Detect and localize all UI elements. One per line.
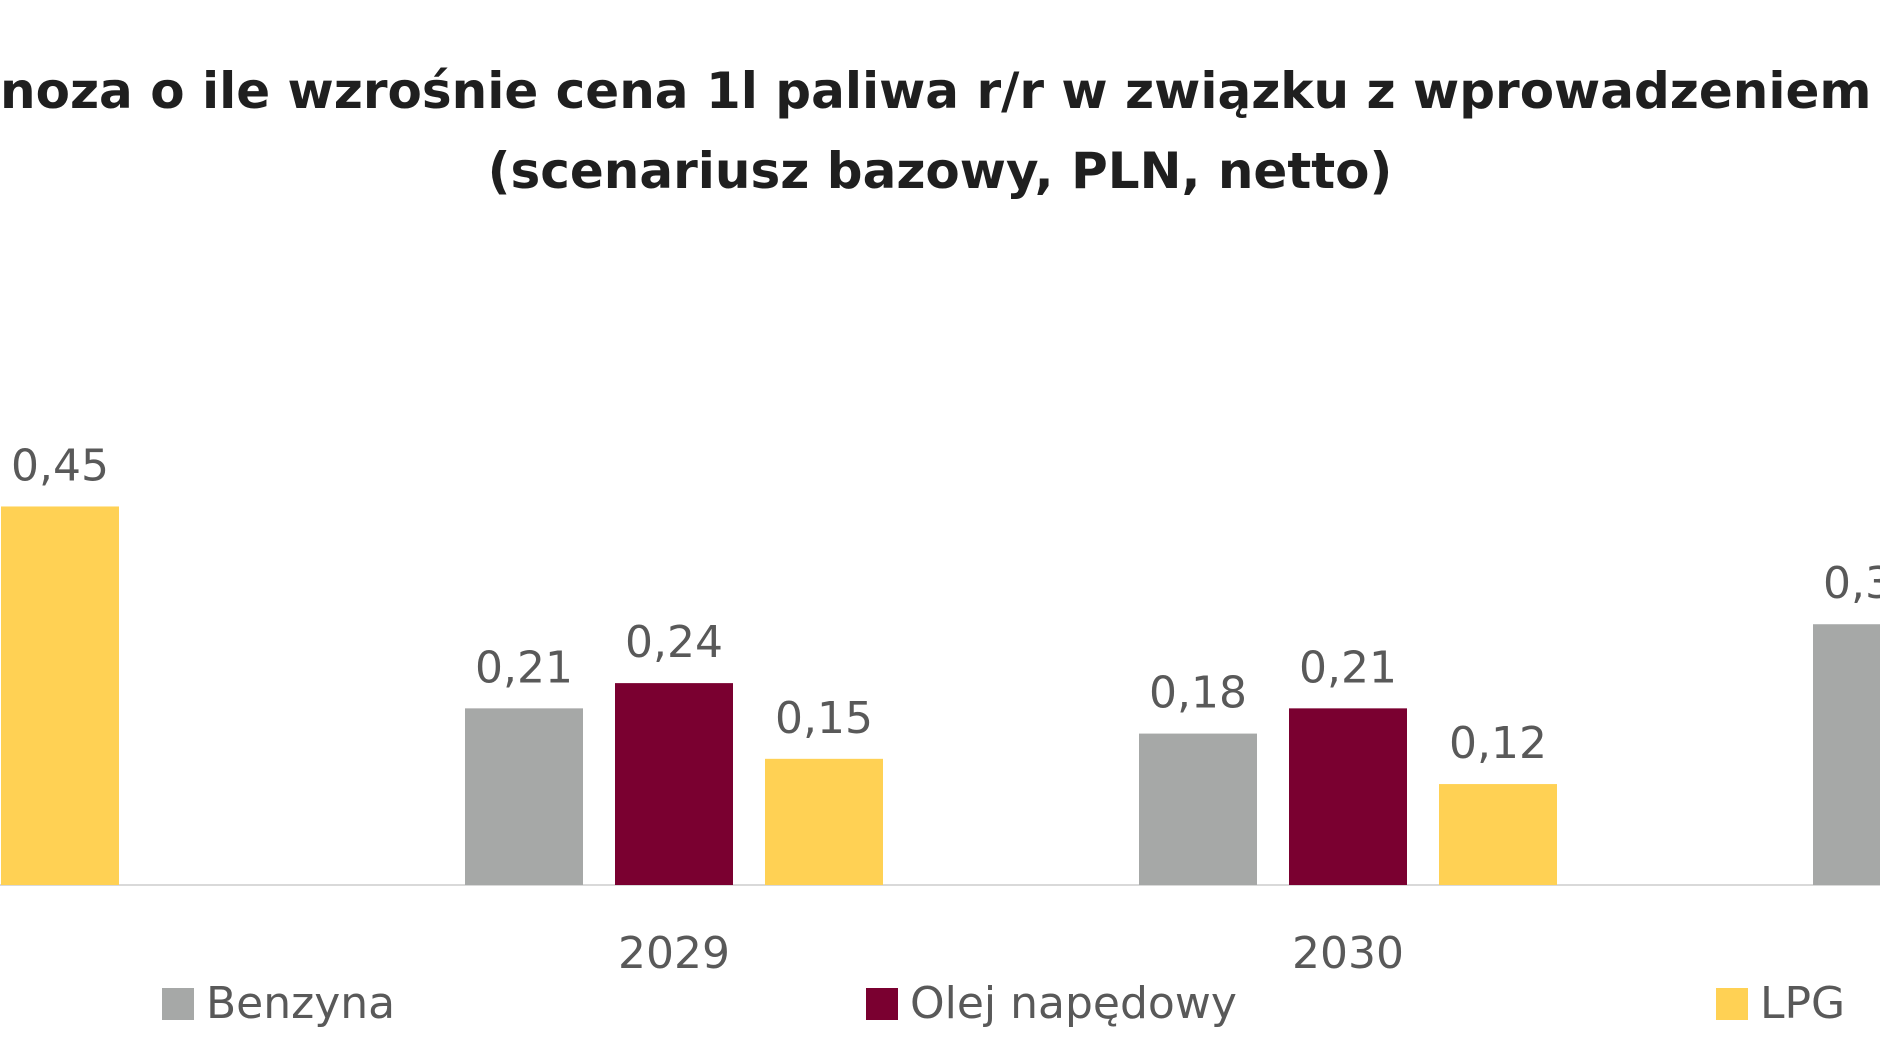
legend-swatch-olej-napedowy xyxy=(866,987,898,1020)
data-label: 0,15 xyxy=(775,693,873,744)
category-label: 2029 xyxy=(618,928,730,979)
legend-swatch-benzyna xyxy=(162,987,194,1020)
bar xyxy=(1813,624,1880,885)
bars-group xyxy=(1,506,1880,885)
bar xyxy=(1289,708,1407,885)
category-labels-group: 2820292030 xyxy=(618,928,1404,979)
legend-item-benzyna: Benzyna xyxy=(162,978,395,1029)
data-label: 0,31 xyxy=(1823,558,1880,609)
data-label: 0,21 xyxy=(475,642,573,693)
value-labels-group: 750,450,210,240,150,180,210,120,31 xyxy=(11,440,1880,769)
category-label: 2030 xyxy=(1292,928,1404,979)
legend-swatch-lpg xyxy=(1716,987,1748,1020)
legend-label-lpg: LPG xyxy=(1760,978,1846,1029)
data-label: 0,21 xyxy=(1299,642,1397,693)
bar xyxy=(615,683,733,885)
bar xyxy=(1139,733,1257,885)
bar xyxy=(1439,784,1557,885)
data-label: 0,12 xyxy=(1449,718,1547,769)
legend-label-benzyna: Benzyna xyxy=(206,978,396,1029)
legend-item-olej-napedowy: Olej napędowy xyxy=(866,978,1237,1029)
legend-label-olej-napedowy: Olej napędowy xyxy=(910,978,1237,1029)
bar xyxy=(765,758,883,885)
data-label: 0,45 xyxy=(11,440,109,491)
bar xyxy=(1,506,119,885)
legend-item-lpg: LPG xyxy=(1716,978,1845,1029)
bar xyxy=(465,708,583,885)
chart-title-line-2: (scenariusz bazowy, PLN, netto) xyxy=(487,142,1393,200)
data-label: 0,24 xyxy=(625,617,723,668)
chart-title-line-1: noza o ile wzrośnie cena 1l paliwa r/r w… xyxy=(0,62,1880,120)
data-label: 0,18 xyxy=(1149,668,1247,719)
